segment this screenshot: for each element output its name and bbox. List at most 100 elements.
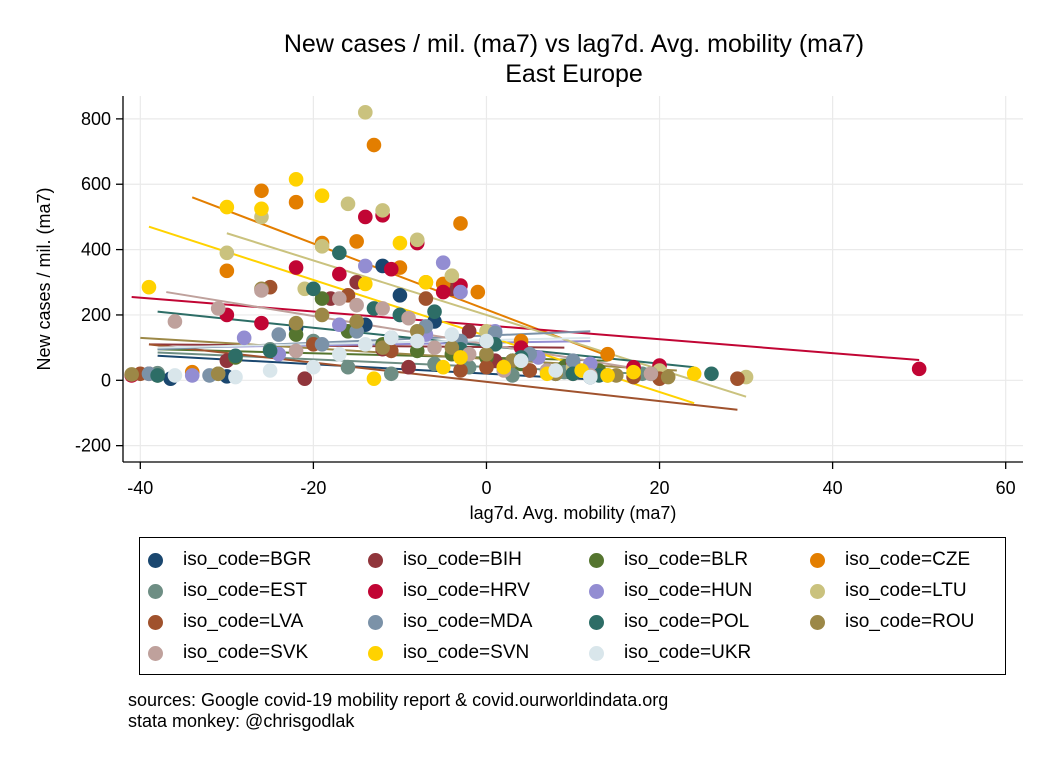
data-point [375, 203, 390, 218]
data-point [435, 255, 451, 270]
data-point [288, 315, 304, 331]
source-note: sources: Google covid-19 mobility report… [128, 690, 669, 710]
legend-label: iso_code=HUN [624, 580, 753, 601]
y-tick-label: 200 [81, 305, 111, 325]
legend-label: iso_code=BGR [183, 549, 312, 570]
data-point [349, 314, 364, 329]
legend-item: iso_code=SVK [148, 640, 308, 666]
legend-marker [589, 645, 604, 661]
fit-line [191, 196, 608, 357]
legend-marker [368, 583, 383, 599]
data-point [660, 369, 676, 385]
data-point [254, 315, 269, 331]
data-point [453, 350, 468, 365]
data-point [124, 367, 139, 382]
legend-label: iso_code=ROU [845, 611, 975, 632]
y-tick-label: 600 [81, 174, 111, 194]
data-point [349, 234, 364, 249]
legend-item: iso_code=LTU [810, 578, 967, 604]
data-point [444, 327, 460, 342]
legend-marker [148, 645, 163, 661]
data-point [470, 284, 486, 300]
x-tick-label: 0 [481, 478, 491, 498]
data-point [228, 348, 243, 364]
data-point [435, 359, 451, 375]
legend-item: iso_code=SVN [368, 640, 529, 666]
legend-item: iso_code=LVA [148, 609, 303, 635]
data-point [686, 366, 702, 382]
data-point [254, 283, 269, 298]
data-point [271, 327, 287, 342]
y-axis-title: New cases / mil. (ma7) [34, 187, 54, 370]
legend-item: iso_code=POL [589, 609, 749, 635]
data-point [167, 368, 183, 383]
data-point [479, 359, 494, 375]
x-tick-label: -20 [300, 478, 326, 498]
legend-marker [148, 552, 163, 568]
data-point [453, 363, 468, 378]
data-point [401, 359, 416, 375]
data-point [332, 317, 347, 333]
data-point [409, 232, 425, 248]
data-point [332, 291, 347, 306]
x-tick-label: 20 [650, 478, 670, 498]
data-point [366, 371, 382, 386]
data-point [358, 258, 373, 274]
y-tick-label: 800 [81, 109, 111, 129]
data-point [288, 194, 304, 210]
data-point [332, 245, 347, 261]
data-point [401, 310, 416, 326]
x-tick-label: 40 [823, 478, 843, 498]
chart-legend: iso_code=BGR iso_code=BIH iso_code=BLR iso_… [139, 537, 1006, 675]
x-axis-title: lag7d. Avg. mobility (ma7) [470, 503, 677, 523]
data-point [262, 343, 278, 359]
legend-item: iso_code=HRV [368, 578, 530, 604]
data-point [600, 346, 615, 362]
legend-label: iso_code=BLR [624, 549, 749, 570]
legend-item: iso_code=BLR [589, 547, 748, 573]
legend-item: iso_code=ROU [810, 609, 974, 635]
data-point [210, 301, 226, 316]
legend-marker [148, 614, 163, 630]
data-point [435, 284, 451, 300]
data-point [496, 359, 512, 375]
legend-marker [368, 614, 383, 630]
data-point [254, 183, 269, 199]
data-point [583, 369, 598, 385]
legend-label: iso_code=MDA [403, 611, 533, 632]
data-point [306, 281, 321, 297]
legend-label: iso_code=EST [183, 580, 308, 601]
data-point [392, 235, 408, 251]
data-point [184, 368, 200, 383]
data-point [314, 307, 330, 323]
legend-item: iso_code=UKR [589, 640, 751, 666]
data-point [418, 291, 434, 306]
data-point [911, 361, 927, 377]
data-point [314, 291, 330, 306]
data-point [479, 333, 494, 349]
legend-label: iso_code=LVA [183, 611, 304, 632]
data-point [453, 216, 468, 231]
data-point [210, 366, 226, 382]
legend-item: iso_code=CZE [810, 547, 970, 573]
data-point [332, 346, 347, 362]
data-point [254, 201, 269, 217]
data-point [392, 288, 408, 303]
data-point [340, 359, 356, 375]
legend-item: iso_code=MDA [368, 609, 532, 635]
data-point [522, 363, 538, 378]
legend-marker [148, 583, 163, 599]
legend-label: iso_code=POL [624, 611, 750, 632]
data-point [262, 363, 278, 378]
data-point [314, 337, 330, 352]
data-point [704, 366, 719, 382]
data-point [444, 340, 460, 355]
data-point [461, 323, 477, 339]
legend-marker [589, 552, 604, 568]
data-point [383, 330, 399, 346]
data-point [349, 297, 364, 313]
legend-marker [810, 552, 825, 568]
data-point [548, 363, 563, 378]
data-point [600, 368, 615, 383]
